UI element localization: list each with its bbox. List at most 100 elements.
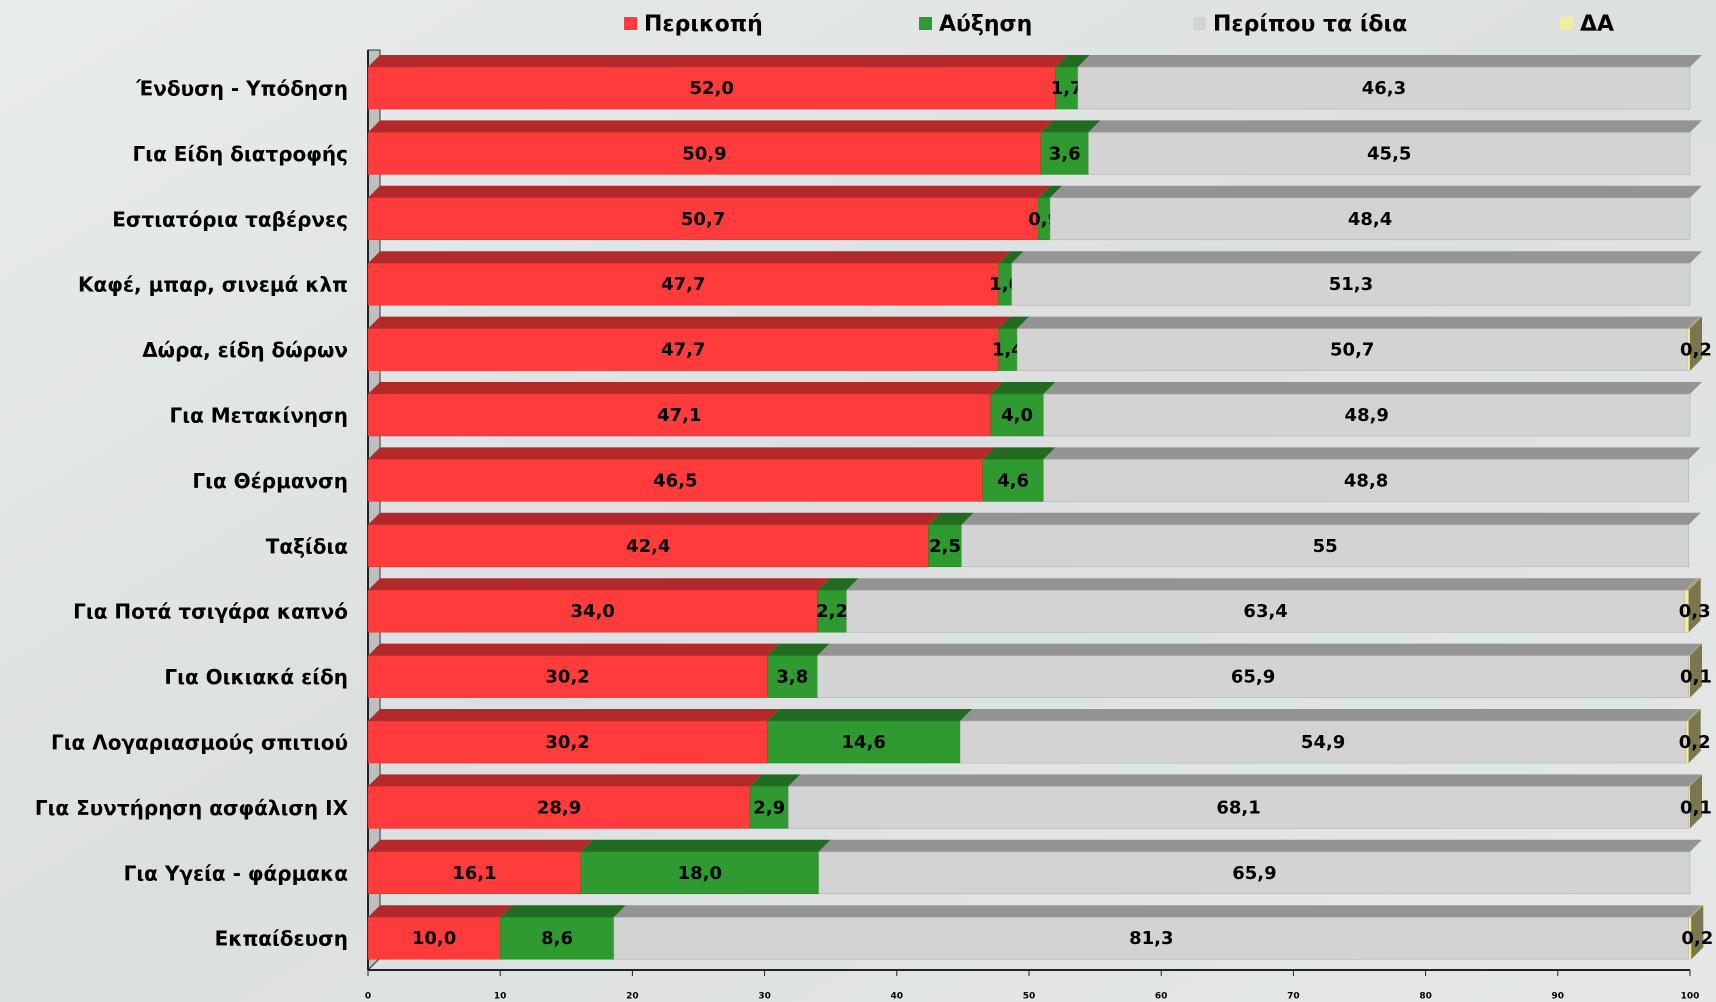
category-label: Εκπαίδευση (215, 927, 348, 951)
value-label: 0,1 (1680, 797, 1712, 818)
bar-segment (961, 524, 1689, 568)
x-tick-label: 40 (891, 992, 904, 1002)
value-label: 48,8 (1344, 470, 1388, 491)
bar-top (767, 709, 973, 721)
category-label: Ένδυση - Υπόδηση (135, 77, 348, 101)
value-label: 46,5 (653, 470, 697, 491)
value-label: 42,4 (626, 536, 670, 557)
value-label: 2,5 (929, 536, 961, 557)
value-label: 51,3 (1329, 274, 1373, 295)
value-label: 0,2 (1679, 732, 1711, 753)
category-label: Για Υγεία - φάρμακα (124, 861, 348, 885)
bar-top (788, 774, 1701, 787)
bar-top (961, 512, 1701, 525)
bar-segment (1011, 262, 1691, 306)
x-tick-label: 100 (1681, 992, 1700, 1002)
bar-top (1686, 709, 1701, 721)
bar-top (368, 55, 1068, 67)
bar-top (368, 120, 1053, 133)
value-label: 8,6 (541, 928, 573, 949)
value-label: 54,9 (1301, 732, 1345, 753)
value-label: 50,9 (682, 143, 726, 164)
value-label: 65,9 (1232, 863, 1276, 884)
value-label: 1,4 (992, 340, 1024, 361)
x-tick-label: 20 (626, 992, 639, 1002)
bar-segment (367, 459, 983, 502)
x-tick-label: 70 (1287, 992, 1300, 1002)
bar-top (1038, 185, 1063, 198)
bar-top (368, 251, 1011, 264)
value-label: 50,7 (1330, 340, 1374, 361)
bar-segment (990, 393, 1044, 437)
value-label: 3,8 (776, 667, 808, 688)
bar-segment (818, 851, 1691, 895)
value-label: 30,2 (545, 667, 589, 688)
bar-top (767, 643, 830, 656)
value-label: 18,0 (678, 863, 722, 884)
bar-top (1050, 185, 1702, 198)
value-label: 47,7 (661, 340, 705, 361)
bar-segment (367, 786, 751, 829)
bar-segment (367, 720, 768, 764)
value-label: 55 (1313, 536, 1338, 557)
value-label: 0,1 (1680, 667, 1712, 688)
value-label: 0,2 (1681, 928, 1713, 949)
bar-side (1688, 578, 1701, 633)
category-label: Για Συντήρηση ασφάλιση ΙΧ (35, 796, 349, 820)
bar-top (960, 709, 1699, 721)
bar-top (818, 839, 1702, 852)
bar-segment (846, 589, 1685, 633)
value-label: 0,2 (1680, 340, 1712, 361)
value-label: 34,0 (571, 601, 615, 622)
value-label: 65,9 (1231, 667, 1275, 688)
value-label: 30,2 (545, 732, 589, 753)
category-label: Για Ποτά τσιγάρα καπνό (73, 600, 348, 624)
bar-segment (1088, 132, 1691, 175)
bar-segment (817, 655, 1689, 698)
value-label: 46,3 (1362, 78, 1406, 99)
bar-top (368, 447, 995, 460)
bar-top (817, 578, 859, 591)
bar-top (500, 905, 626, 918)
bar-top (1684, 578, 1701, 591)
bar-segment (580, 851, 820, 895)
value-label: 81,3 (1129, 928, 1173, 949)
bar-segment (1077, 66, 1691, 110)
bar-top (1011, 251, 1702, 264)
value-label: 28,9 (537, 797, 581, 818)
bar-side (1690, 316, 1702, 371)
legend-swatch (624, 17, 637, 30)
category-label: Ταξίδια (266, 534, 348, 558)
value-label: 1,7 (1051, 78, 1083, 99)
bar-segment (1043, 459, 1689, 502)
bar-segment (1016, 328, 1688, 371)
value-label: 4,6 (997, 470, 1029, 491)
bar-top (928, 512, 974, 525)
bar-top (368, 512, 941, 525)
bar-segment (613, 916, 1689, 960)
category-label: Για Οικιακά είδη (164, 665, 348, 689)
value-label: 10,0 (412, 928, 456, 949)
x-tick-label: 10 (494, 992, 507, 1002)
bar-top (982, 447, 1056, 460)
bar-top (750, 774, 801, 787)
bar-segment (749, 786, 789, 829)
category-label: Εστιατόρια ταβέρνες (112, 207, 348, 231)
bar-segment (788, 786, 1689, 829)
category-label: Καφέ, μπαρ, σινεμά κλπ (78, 273, 348, 297)
bar-top (1043, 382, 1702, 394)
legend-swatch (1560, 17, 1573, 30)
legend-label: ΔΑ (1580, 12, 1614, 37)
bar-segment (367, 524, 929, 568)
bar-segment (766, 655, 818, 698)
bar-segment (367, 916, 501, 960)
x-tick-label: 90 (1552, 992, 1565, 1002)
value-label: 52,0 (690, 78, 734, 99)
bar-top (368, 774, 763, 787)
legend-swatch (1193, 17, 1206, 30)
bar-side (1688, 709, 1701, 763)
bar-top (613, 905, 1701, 918)
bar-segment (982, 459, 1044, 502)
category-label: Για Θέρμανση (192, 469, 348, 493)
